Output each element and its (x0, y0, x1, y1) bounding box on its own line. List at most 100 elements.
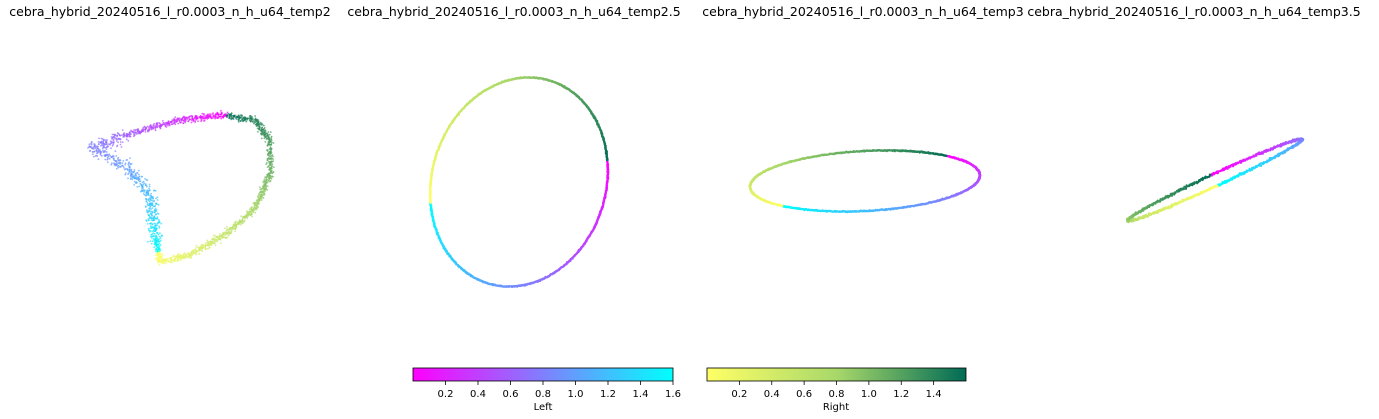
panel-1-point (158, 235, 161, 238)
panel-1-point (233, 221, 236, 224)
panel-1-point (226, 229, 229, 231)
panel-1-point (149, 205, 152, 208)
panel-1-point (269, 150, 272, 153)
panel-1-point (124, 172, 127, 175)
panel-1-point (148, 185, 151, 188)
panel-1-point (260, 124, 263, 126)
panel-1-point (171, 120, 174, 122)
panel-1-point (270, 177, 273, 180)
panel-1-point (145, 126, 148, 129)
panel-1-point (157, 259, 159, 261)
panel-1-point (149, 227, 152, 230)
panel-1-point (114, 150, 117, 153)
panel-1-point (157, 261, 160, 263)
panel-1-point (172, 259, 175, 261)
panel-1-point (272, 166, 275, 169)
panel-1-point (154, 207, 157, 210)
panel-1-point (136, 172, 138, 174)
panel-1-point (259, 186, 261, 189)
panel-1-point (269, 158, 272, 161)
panel-1-point (130, 173, 133, 176)
panel-1-point (165, 257, 168, 260)
panel-1-point (103, 151, 105, 154)
panel-1-point (238, 221, 241, 224)
panel-1-point (147, 199, 150, 202)
panel-1-point (148, 197, 151, 200)
panel-1-point (230, 229, 233, 232)
panel-1-point (264, 141, 267, 143)
panel-1-point (218, 238, 220, 241)
panel-1-point (119, 159, 122, 162)
panel-1-point (212, 242, 215, 245)
panel-1-point (221, 237, 224, 240)
panel-1-point (256, 203, 259, 206)
panel-1-point (135, 175, 138, 177)
panel-1-point (157, 212, 159, 215)
panel-1-point (124, 163, 127, 166)
panel-1-point (105, 141, 108, 144)
panel-1-point (254, 115, 256, 117)
panel-1-point (147, 227, 150, 230)
panel-1-point (91, 153, 94, 156)
panel-1-point (201, 112, 204, 115)
panel-1-point (151, 207, 154, 210)
panel-1-point (271, 163, 274, 166)
panel-1-point (269, 172, 272, 175)
panel-1-point (188, 116, 190, 118)
panel-1-point (184, 121, 187, 124)
panel-1-point (129, 157, 131, 160)
panel-1-point (90, 140, 93, 143)
panel-1-point (212, 113, 214, 116)
panel-1-point (245, 214, 248, 216)
panel-1-point (154, 236, 157, 239)
panel-1-point (247, 213, 250, 216)
panel-1-point (137, 130, 139, 133)
panel-1-point (262, 196, 264, 199)
panel-1-point (146, 210, 149, 213)
panel-1-point (161, 120, 164, 122)
panel-1-point (195, 244, 198, 247)
panel-1-point (127, 135, 129, 138)
panel-1-point (144, 183, 147, 186)
panel-1-point (245, 120, 248, 123)
panel-1-point (267, 137, 270, 140)
panel-1-point (232, 115, 235, 118)
panel-1-point (264, 129, 267, 132)
panel-1-point (191, 251, 194, 254)
panel-1-point (97, 158, 100, 161)
panel-1-point (190, 121, 193, 124)
panel-1-point (147, 204, 149, 207)
panel-1-point (152, 196, 154, 198)
panel-1-point (226, 111, 229, 114)
panel-1-point (257, 131, 259, 133)
panel-1-point (267, 131, 270, 133)
panel-1-point (263, 124, 265, 127)
panel-1-point (158, 219, 160, 221)
panel-1-point (109, 154, 111, 157)
panel-1-point (272, 155, 274, 158)
panel-1-point (228, 229, 230, 232)
panel-1-point (253, 121, 256, 123)
panel-1-point (160, 235, 163, 237)
panel-1-point (157, 256, 160, 259)
panel-1-point (159, 243, 162, 246)
panel-1-point (96, 155, 99, 157)
panel-1-point (125, 138, 128, 141)
panel-1-point (197, 253, 200, 256)
panel-1-point (234, 223, 237, 226)
panel-1-point (147, 193, 150, 196)
panel-1-point (128, 168, 131, 171)
panel-1-point (224, 234, 227, 237)
panel-1-point (146, 223, 149, 225)
panel-1-point (270, 167, 272, 170)
panel-1-point (88, 146, 90, 149)
panel-1-point (268, 148, 271, 151)
panel-1-point (261, 133, 263, 136)
panel-1-point (149, 240, 152, 243)
panel-1-point (100, 151, 103, 153)
panel-1-point (183, 116, 186, 118)
panel-1-point (237, 223, 240, 225)
panel-1-point (261, 195, 263, 198)
panel-1-point (224, 227, 226, 230)
